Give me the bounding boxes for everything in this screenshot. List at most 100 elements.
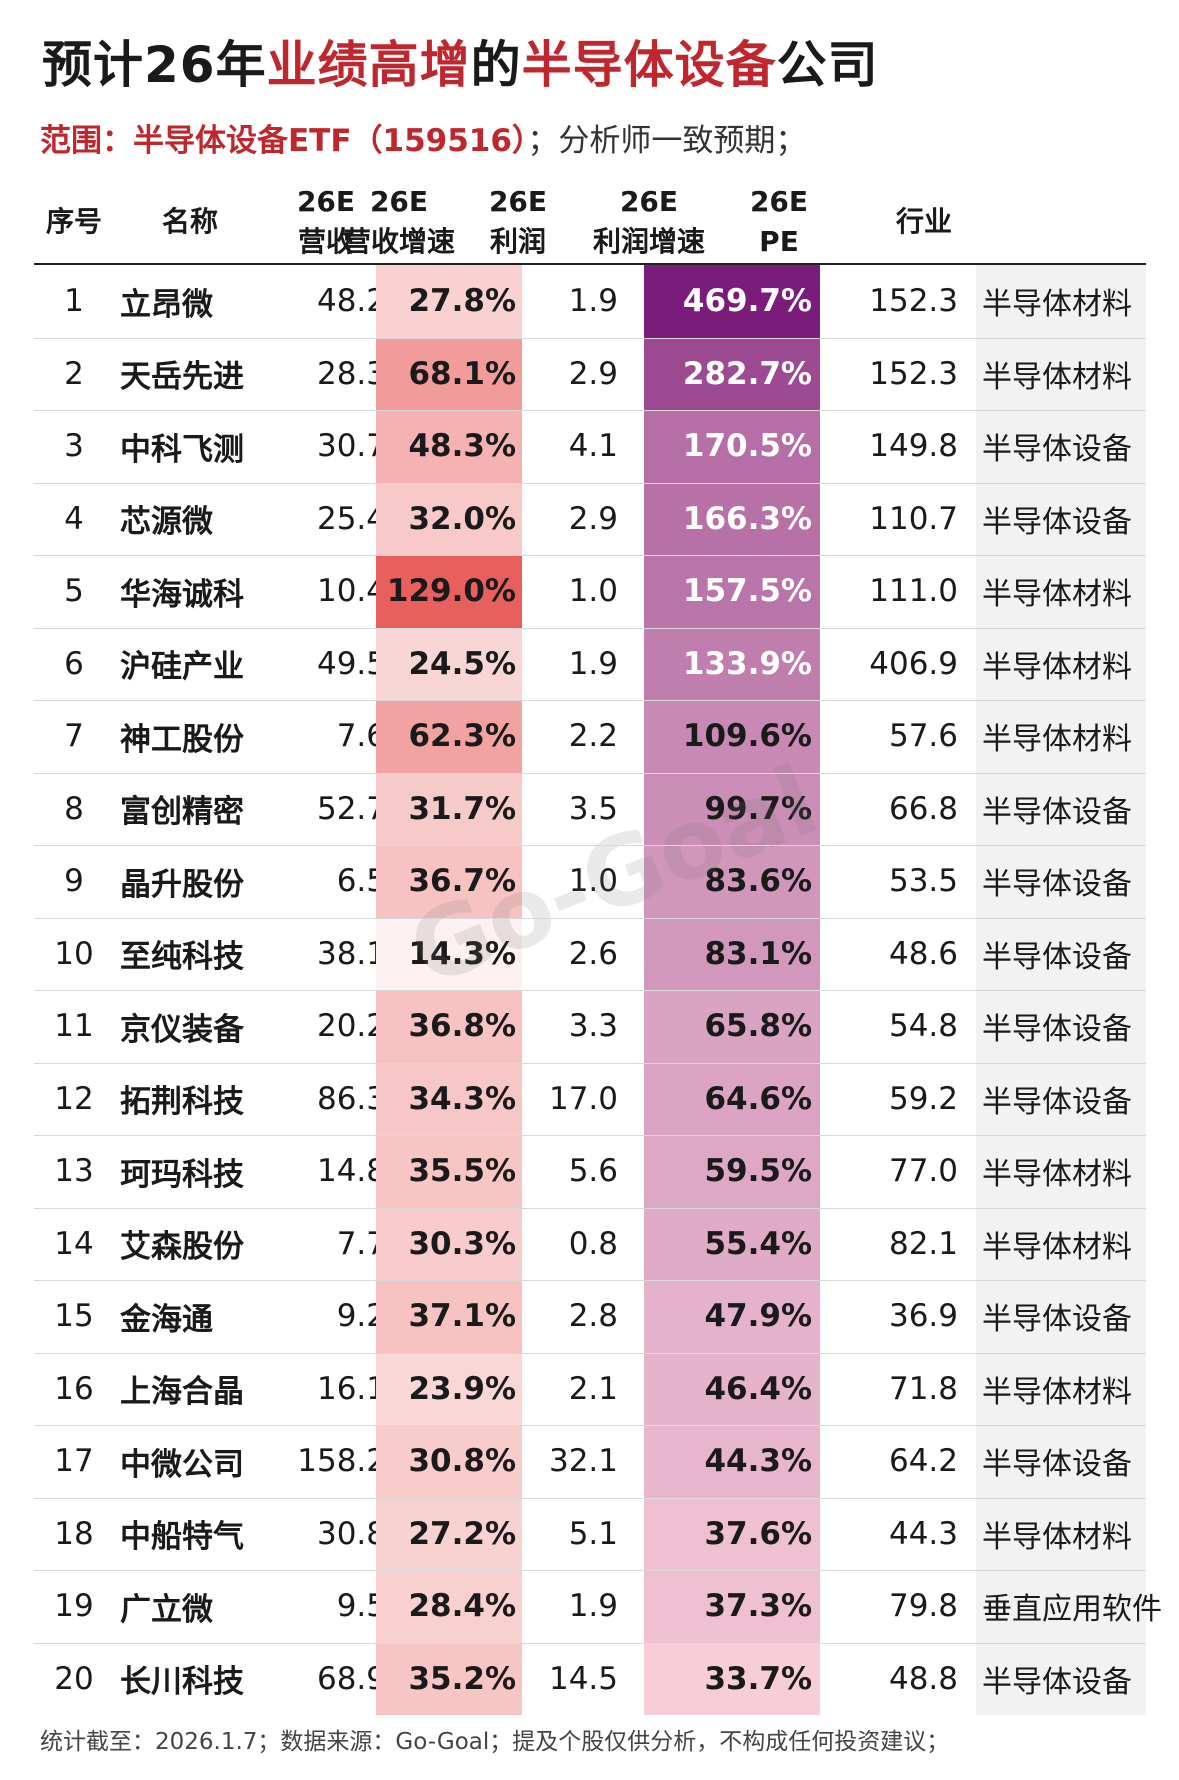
row-industry: 半导体材料 <box>976 1352 1146 1425</box>
row-revenue: 20.2 <box>316 1008 386 1045</box>
title-part-2: 业绩高增 <box>266 36 471 94</box>
table-row: 7 神工股份 7.6 62.3% 2.2 109.6% 57.6 半导体材料 <box>34 700 1146 773</box>
row-profit-growth: 33.7% <box>644 1642 820 1715</box>
row-revenue: 49.5 <box>316 645 386 682</box>
row-name: 珂玛科技 <box>120 1156 244 1193</box>
row-revenue-growth: 30.3% <box>376 1207 522 1280</box>
row-profit: 3.5 <box>568 790 618 827</box>
row-profit-growth: 37.3% <box>644 1570 820 1643</box>
header-profit: 26E 利润 <box>488 184 548 258</box>
row-name: 上海合晶 <box>120 1374 244 1411</box>
header-name: 名称 <box>161 204 218 238</box>
row-name: 沪硅产业 <box>120 649 244 686</box>
row-profit-growth: 282.7% <box>644 337 820 410</box>
header-revenue: 26E 营收 <box>296 184 356 258</box>
row-profit-growth: 37.6% <box>644 1497 820 1570</box>
data-table: 序号 名称 26E 营收 26E 营收增速 26E 利润 26E 利润增速 26E PE … <box>34 178 1162 1715</box>
row-profit-growth: 99.7% <box>644 772 820 845</box>
row-profit-growth: 170.5% <box>644 410 820 483</box>
row-profit-growth: 64.6% <box>644 1062 820 1135</box>
row-pe: 59.2 <box>888 1080 958 1117</box>
row-pe: 57.6 <box>888 718 958 755</box>
row-industry: 半导体设备 <box>976 772 1146 845</box>
row-profit-growth: 83.1% <box>644 917 820 990</box>
row-pe: 82.1 <box>888 1225 958 1262</box>
row-profit: 0.8 <box>568 1225 618 1262</box>
page-title: 预计26年业绩高增的半导体设备公司 <box>42 30 879 100</box>
row-profit: 1.9 <box>568 1588 618 1625</box>
table-row: 11 京仪装备 20.2 36.8% 3.3 65.8% 54.8 半导体设备 <box>34 990 1146 1063</box>
row-name: 立昂微 <box>120 286 213 323</box>
row-revenue: 30.8 <box>316 1515 386 1552</box>
row-profit: 17.0 <box>548 1080 618 1117</box>
title-part-3: 的 <box>470 36 522 94</box>
row-profit-growth: 59.5% <box>644 1135 820 1208</box>
table-row: 1 立昂微 48.2 27.8% 1.9 469.7% 152.3 半导体材料 <box>34 265 1146 338</box>
row-pe: 66.8 <box>888 790 958 827</box>
row-profit-growth: 157.5% <box>644 555 820 628</box>
row-index: 20 <box>54 1660 94 1697</box>
row-profit-growth: 55.4% <box>644 1207 820 1280</box>
row-index: 3 <box>64 428 84 465</box>
row-industry: 半导体设备 <box>976 410 1146 483</box>
title-part-1: 预计26年 <box>42 36 267 94</box>
row-revenue: 25.4 <box>316 500 386 537</box>
row-pe: 77.0 <box>888 1153 958 1190</box>
table-row: 16 上海合晶 16.1 23.9% 2.1 46.4% 71.8 半导体材料 <box>34 1352 1146 1425</box>
row-pe: 111.0 <box>869 573 958 610</box>
row-name: 广立微 <box>120 1591 213 1628</box>
row-revenue: 10.4 <box>316 573 386 610</box>
row-name: 晶升股份 <box>120 866 244 903</box>
row-profit: 2.8 <box>568 1298 618 1335</box>
table-row: 18 中船特气 30.8 27.2% 5.1 37.6% 44.3 半导体材料 <box>34 1497 1146 1570</box>
row-revenue: 158.2 <box>297 1443 386 1480</box>
row-revenue: 28.3 <box>316 355 386 392</box>
table-row: 13 珂玛科技 14.8 35.5% 5.6 59.5% 77.0 半导体材料 <box>34 1135 1146 1208</box>
row-industry: 半导体设备 <box>976 1425 1146 1498</box>
row-name: 天岳先进 <box>120 359 244 396</box>
table-row: 6 沪硅产业 49.5 24.5% 1.9 133.9% 406.9 半导体材料 <box>34 627 1146 700</box>
table-row: 10 至纯科技 38.1 14.3% 2.6 83.1% 48.6 半导体设备 <box>34 917 1146 990</box>
row-pe: 79.8 <box>888 1588 958 1625</box>
row-revenue: 86.3 <box>316 1080 386 1117</box>
row-profit: 2.9 <box>568 500 618 537</box>
row-profit: 5.1 <box>568 1515 618 1552</box>
row-pe: 71.8 <box>888 1370 958 1407</box>
row-index: 15 <box>54 1298 94 1335</box>
table-row: 4 芯源微 25.4 32.0% 2.9 166.3% 110.7 半导体设备 <box>34 482 1146 555</box>
row-index: 2 <box>64 355 84 392</box>
row-revenue: 52.7 <box>316 790 386 827</box>
row-revenue-growth: 27.8% <box>376 265 522 338</box>
table-body: 1 立昂微 48.2 27.8% 1.9 469.7% 152.3 半导体材料 2 天岳先进 28.… <box>34 265 1162 1715</box>
table-row: 5 华海诚科 10.4 129.0% 1.0 157.5% 111.0 半导体材料 <box>34 555 1146 628</box>
row-pe: 149.8 <box>869 428 958 465</box>
table-row: 9 晶升股份 6.5 36.7% 1.0 83.6% 53.5 半导体设备 <box>34 845 1146 918</box>
row-index: 16 <box>54 1370 94 1407</box>
row-industry: 半导体设备 <box>976 1642 1146 1715</box>
row-industry: 半导体设备 <box>976 845 1146 918</box>
row-revenue: 48.2 <box>316 283 386 320</box>
row-pe: 54.8 <box>888 1008 958 1045</box>
row-profit-growth: 65.8% <box>644 990 820 1063</box>
row-pe: 44.3 <box>888 1515 958 1552</box>
row-industry: 半导体设备 <box>976 1062 1146 1135</box>
row-index: 4 <box>64 500 84 537</box>
row-pe: 110.7 <box>869 500 958 537</box>
row-revenue-growth: 32.0% <box>376 482 522 555</box>
row-name: 拓荆科技 <box>120 1084 244 1121</box>
row-name: 艾森股份 <box>120 1229 244 1266</box>
row-revenue-growth: 31.7% <box>376 772 522 845</box>
row-revenue-growth: 68.1% <box>376 337 522 410</box>
row-industry: 垂直应用软件 <box>976 1570 1162 1643</box>
row-index: 13 <box>54 1153 94 1190</box>
row-industry: 半导体材料 <box>976 1135 1146 1208</box>
row-industry: 半导体材料 <box>976 627 1146 700</box>
row-revenue-growth: 36.8% <box>376 990 522 1063</box>
row-index: 8 <box>64 790 84 827</box>
row-profit: 1.9 <box>568 283 618 320</box>
row-profit: 1.9 <box>568 645 618 682</box>
row-industry: 半导体设备 <box>976 482 1146 555</box>
header-index: 序号 <box>45 204 102 238</box>
table-row: 3 中科飞测 30.7 48.3% 4.1 170.5% 149.8 半导体设备 <box>34 410 1146 483</box>
